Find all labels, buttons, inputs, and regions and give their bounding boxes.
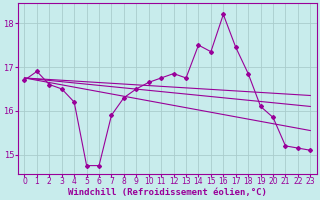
X-axis label: Windchill (Refroidissement éolien,°C): Windchill (Refroidissement éolien,°C) (68, 188, 267, 197)
